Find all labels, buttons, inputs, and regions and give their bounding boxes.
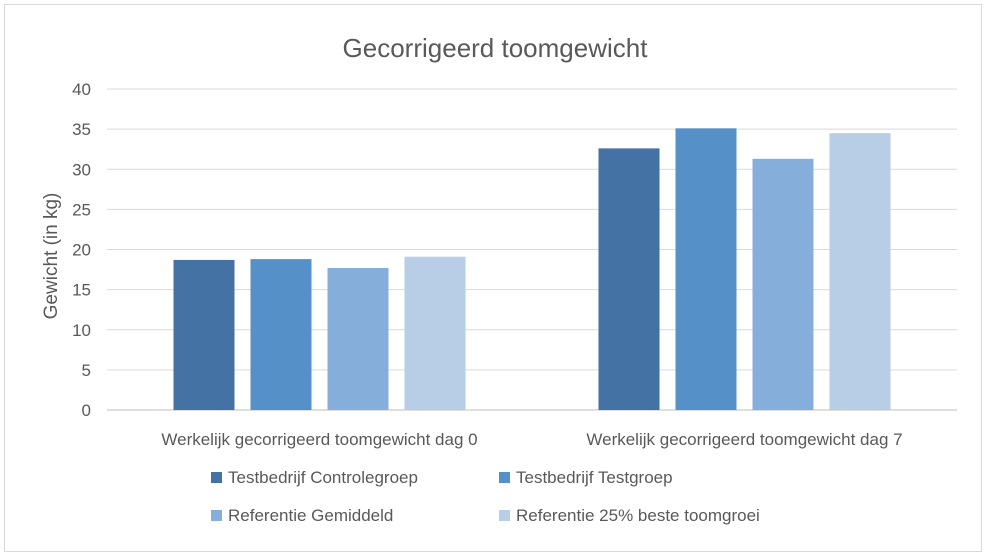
legend-item: Referentie Gemiddeld bbox=[211, 506, 393, 525]
y-tick-label: 0 bbox=[82, 401, 91, 420]
bar bbox=[404, 256, 466, 410]
bar bbox=[829, 133, 891, 410]
gridlines bbox=[107, 88, 957, 411]
legend-item: Testbedrijf Testgroep bbox=[499, 468, 673, 487]
y-axis-label: Gewicht (in kg) bbox=[41, 193, 62, 320]
legend-item: Referentie 25% beste toomgroei bbox=[499, 506, 760, 525]
x-tick-label: Werkelijk gecorrigeerd toomgewicht dag 0 bbox=[161, 430, 477, 449]
y-tick-label: 10 bbox=[72, 321, 91, 340]
bar bbox=[250, 259, 312, 410]
bar bbox=[598, 148, 660, 410]
legend-label: Referentie Gemiddeld bbox=[228, 506, 393, 525]
y-tick-label: 40 bbox=[72, 80, 91, 99]
legend-swatch bbox=[211, 510, 222, 521]
bar bbox=[752, 158, 814, 410]
bar bbox=[327, 267, 389, 410]
y-tick-label: 5 bbox=[82, 361, 91, 380]
legend-swatch bbox=[499, 472, 510, 483]
chart-frame: Gecorrigeerd toomgewicht Gewicht (in kg)… bbox=[4, 4, 982, 552]
legend-swatch bbox=[499, 510, 510, 521]
legend-label: Referentie 25% beste toomgroei bbox=[516, 506, 760, 525]
y-tick-labels: 0 5 10 15 20 25 30 35 40 bbox=[72, 80, 91, 420]
legend: Testbedrijf Controlegroep Testbedrijf Tes… bbox=[211, 468, 760, 525]
legend-swatch bbox=[211, 472, 222, 483]
legend-label: Testbedrijf Controlegroep bbox=[228, 468, 418, 487]
bar bbox=[173, 259, 235, 410]
legend-item: Testbedrijf Controlegroep bbox=[211, 468, 418, 487]
legend-label: Testbedrijf Testgroep bbox=[516, 468, 673, 487]
y-tick-label: 15 bbox=[72, 281, 91, 300]
bar bbox=[675, 128, 737, 410]
y-tick-label: 25 bbox=[72, 200, 91, 219]
y-tick-label: 20 bbox=[72, 241, 91, 260]
y-tick-label: 30 bbox=[72, 160, 91, 179]
bar-chart: Gecorrigeerd toomgewicht Gewicht (in kg)… bbox=[41, 33, 957, 525]
y-tick-label: 35 bbox=[72, 120, 91, 139]
x-tick-label: Werkelijk gecorrigeerd toomgewicht dag 7 bbox=[586, 430, 902, 449]
x-tick-labels: Werkelijk gecorrigeerd toomgewicht dag 0… bbox=[161, 430, 902, 449]
chart-title: Gecorrigeerd toomgewicht bbox=[343, 33, 649, 63]
bars bbox=[173, 128, 891, 410]
